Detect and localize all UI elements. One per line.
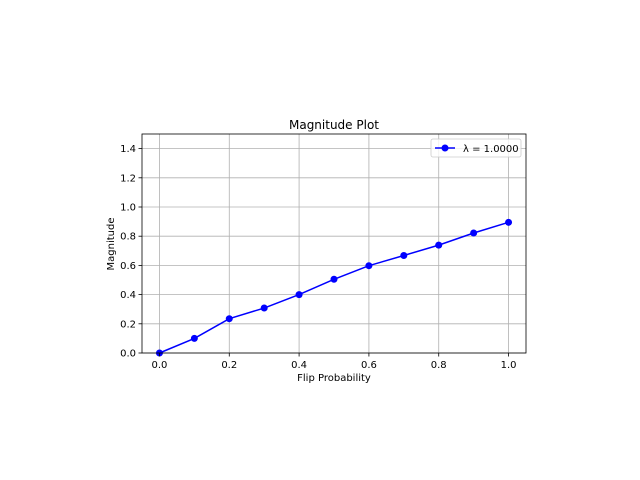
y-axis-ticks: 0.0 0.2 0.4 0.6 0.8 1.0 1.2 1.4 — [120, 144, 142, 360]
data-point — [190, 334, 198, 342]
y-tick-label: 0.4 — [120, 290, 136, 301]
data-point — [225, 315, 233, 323]
x-tick-label: 0.2 — [221, 360, 237, 371]
data-point — [330, 275, 338, 283]
y-tick-label: 1.4 — [120, 144, 136, 155]
legend-marker-swatch — [441, 144, 449, 152]
plot-area-frame — [141, 133, 527, 354]
x-tick-label: 0.4 — [291, 360, 307, 371]
x-axis-ticks: 0.0 0.2 0.4 0.6 0.8 1.0 — [152, 353, 517, 371]
chart-title: Magnitude Plot — [289, 118, 379, 132]
y-tick-label: 1.2 — [120, 173, 136, 184]
x-tick-label: 0.6 — [361, 360, 377, 371]
data-point — [400, 251, 408, 259]
legend: λ = 1.0000 — [430, 138, 522, 158]
y-tick-label: 0.8 — [120, 232, 136, 243]
data-point — [505, 218, 513, 226]
y-axis-label: Magnitude — [106, 218, 117, 271]
y-tick-label: 0.6 — [120, 261, 136, 272]
y-tick-label: 1.0 — [120, 203, 136, 214]
data-point — [295, 291, 303, 299]
data-point — [365, 262, 373, 270]
data-point — [470, 229, 478, 237]
data-point — [435, 241, 443, 249]
y-tick-label: 0.2 — [120, 319, 136, 330]
data-point — [260, 304, 268, 312]
x-tick-label: 1.0 — [501, 360, 517, 371]
y-tick-label: 0.0 — [120, 349, 136, 360]
series-line — [159, 221, 509, 354]
x-tick-label: 0.8 — [431, 360, 447, 371]
grid-lines — [142, 134, 526, 354]
legend-entry-label: λ = 1.0000 — [463, 144, 519, 155]
x-tick-label: 0.0 — [152, 360, 168, 371]
legend-box — [430, 138, 522, 158]
series-layer — [155, 218, 513, 357]
x-axis-label: Flip Probability — [297, 373, 371, 384]
